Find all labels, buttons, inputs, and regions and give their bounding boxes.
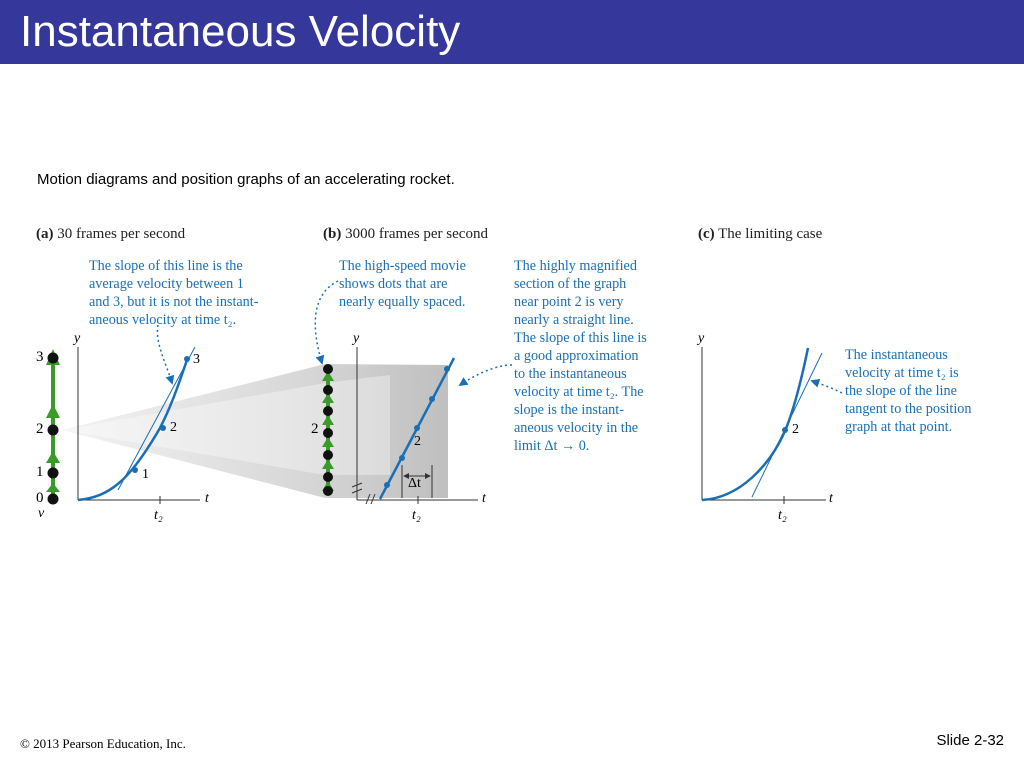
panel-b-axis-y: y bbox=[353, 331, 360, 346]
rocket-figure: (a) 30 frames per second (b) 3000 frames… bbox=[0, 215, 1024, 535]
dot-label-1: 1 bbox=[36, 464, 44, 480]
callout-line: and 3, but it is not the instant- bbox=[89, 294, 259, 310]
panel-b-title-text: 3000 frames per second bbox=[345, 226, 488, 242]
panel-b-dot-label-2: 2 bbox=[311, 421, 319, 437]
panel-a-graphics bbox=[46, 324, 200, 505]
callout-line: The slope of this line is the bbox=[89, 258, 243, 274]
callout-line: The high-speed movie bbox=[339, 258, 466, 274]
magnification-beam-inner bbox=[62, 375, 390, 475]
callout-line: nearly equally spaced. bbox=[339, 294, 466, 310]
panel-c-axis-y: y bbox=[698, 331, 705, 346]
callout-line: shows dots that are bbox=[339, 276, 448, 292]
dot-label-0: 0 bbox=[36, 490, 44, 506]
callout-line: velocity at time t₂. The bbox=[514, 384, 644, 400]
callout-line: The slope of this line is bbox=[514, 330, 647, 346]
dot-label-3: 3 bbox=[36, 349, 44, 365]
copyright: © 2013 Pearson Education, Inc. bbox=[20, 736, 186, 751]
figure-graphics bbox=[46, 280, 843, 505]
panel-b-callout-right: The highly magnified section of the grap… bbox=[514, 257, 647, 455]
callout-line: nearly a straight line. bbox=[514, 312, 634, 328]
callout-line: the slope of the line bbox=[845, 383, 957, 399]
panel-c-axis-x: t bbox=[829, 491, 833, 506]
panel-b-graphics bbox=[314, 280, 513, 505]
slide-number: Slide 2-32 bbox=[936, 732, 1004, 749]
callout-line: aneous velocity in the bbox=[514, 420, 639, 436]
panel-a-axis-y: y bbox=[74, 331, 81, 346]
panel-b-point-2: 2 bbox=[414, 434, 421, 449]
panel-b-title: (b) 3000 frames per second bbox=[323, 226, 488, 243]
callout-line: aneous velocity at time t₂. bbox=[89, 312, 237, 328]
magnification-beam bbox=[62, 364, 448, 498]
panel-a-point-1: 1 bbox=[142, 467, 149, 482]
panel-c-title: (c) The limiting case bbox=[698, 226, 822, 243]
callout-line: slope is the instant- bbox=[514, 402, 624, 418]
panel-b-label: (b) bbox=[323, 226, 342, 242]
callout-line: graph at that point. bbox=[845, 419, 953, 435]
panel-a-title-text: 30 frames per second bbox=[57, 226, 186, 242]
callout-line: to the instantaneous bbox=[514, 366, 627, 382]
callout-line: near point 2 is very bbox=[514, 294, 624, 310]
panel-a-point-3: 3 bbox=[193, 352, 200, 367]
slide-subtitle: Motion diagrams and position graphs of a… bbox=[37, 171, 455, 188]
panel-c-label: (c) bbox=[698, 226, 715, 242]
callout-line: average velocity between 1 bbox=[89, 276, 244, 292]
callout-line: tangent to the position bbox=[845, 401, 972, 417]
panel-b-axis-x: t bbox=[482, 491, 486, 506]
dot-label-2: 2 bbox=[36, 421, 44, 437]
panel-c-callout: The instantaneous velocity at time t₂ is… bbox=[845, 346, 972, 436]
panel-a-label: (a) bbox=[36, 226, 54, 242]
delta-t-label: Δt bbox=[408, 476, 421, 491]
v-label: v bbox=[38, 506, 45, 521]
panel-a-title: (a) 30 frames per second bbox=[36, 226, 185, 243]
panel-a-point-2: 2 bbox=[170, 420, 177, 435]
callout-line: limit Δt → 0. bbox=[514, 438, 590, 454]
panel-a-axis-x: t bbox=[205, 491, 209, 506]
panel-c-point-2: 2 bbox=[792, 422, 799, 437]
panel-a-callout: The slope of this line is the average ve… bbox=[89, 257, 258, 329]
panel-b-tick-t2: t₂ bbox=[412, 508, 421, 523]
panel-c-title-text: The limiting case bbox=[718, 226, 823, 242]
callout-line: a good approximation bbox=[514, 348, 639, 364]
panel-b-callout-left: The high-speed movie shows dots that are… bbox=[339, 257, 466, 311]
panel-c-tick-t2: t₂ bbox=[778, 508, 787, 523]
callout-line: The instantaneous bbox=[845, 347, 948, 363]
title-bar: Instantaneous Velocity bbox=[0, 0, 1024, 64]
panel-a-tick-t2: t₂ bbox=[154, 508, 163, 523]
callout-line: The highly magnified bbox=[514, 258, 637, 274]
callout-line: velocity at time t₂ is bbox=[845, 365, 959, 381]
callout-line: section of the graph bbox=[514, 276, 627, 292]
slide-title: Instantaneous Velocity bbox=[20, 7, 461, 56]
panel-c-graphics bbox=[701, 347, 843, 504]
